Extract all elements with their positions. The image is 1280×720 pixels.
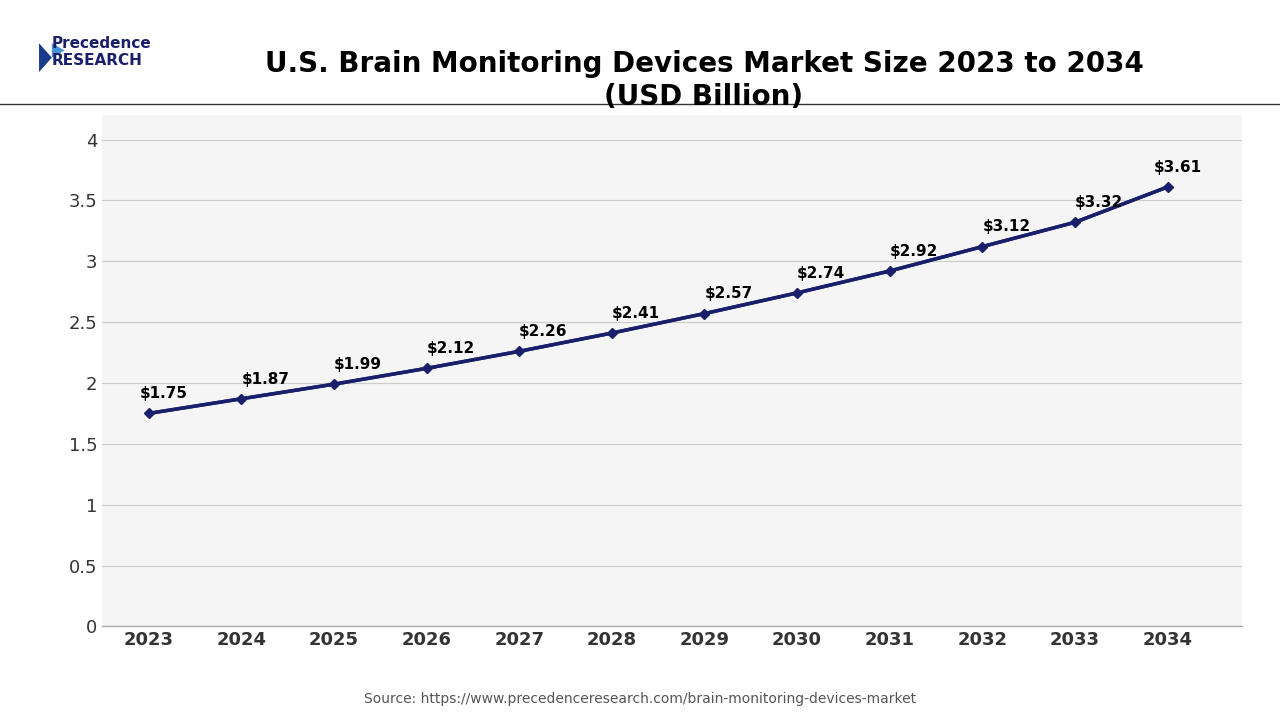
Text: $1.87: $1.87 [242,372,289,387]
Text: $3.61: $3.61 [1153,160,1202,175]
Text: $2.12: $2.12 [426,341,475,356]
Text: $2.41: $2.41 [612,306,660,321]
Polygon shape [52,43,64,58]
Text: $2.92: $2.92 [890,244,938,258]
Text: $2.57: $2.57 [704,287,753,302]
Text: $1.99: $1.99 [334,357,381,372]
Text: U.S. Brain Monitoring Devices Market Size 2023 to 2034
(USD Billion): U.S. Brain Monitoring Devices Market Siz… [265,50,1143,111]
Text: $3.12: $3.12 [982,220,1030,235]
Text: $2.26: $2.26 [520,324,568,339]
Text: $1.75: $1.75 [140,386,187,401]
Text: Precedence
RESEARCH: Precedence RESEARCH [51,36,151,68]
Text: Source: https://www.precedenceresearch.com/brain-monitoring-devices-market: Source: https://www.precedenceresearch.c… [364,692,916,706]
Polygon shape [40,43,52,72]
Text: $2.74: $2.74 [797,266,845,281]
Text: $3.32: $3.32 [1075,195,1123,210]
